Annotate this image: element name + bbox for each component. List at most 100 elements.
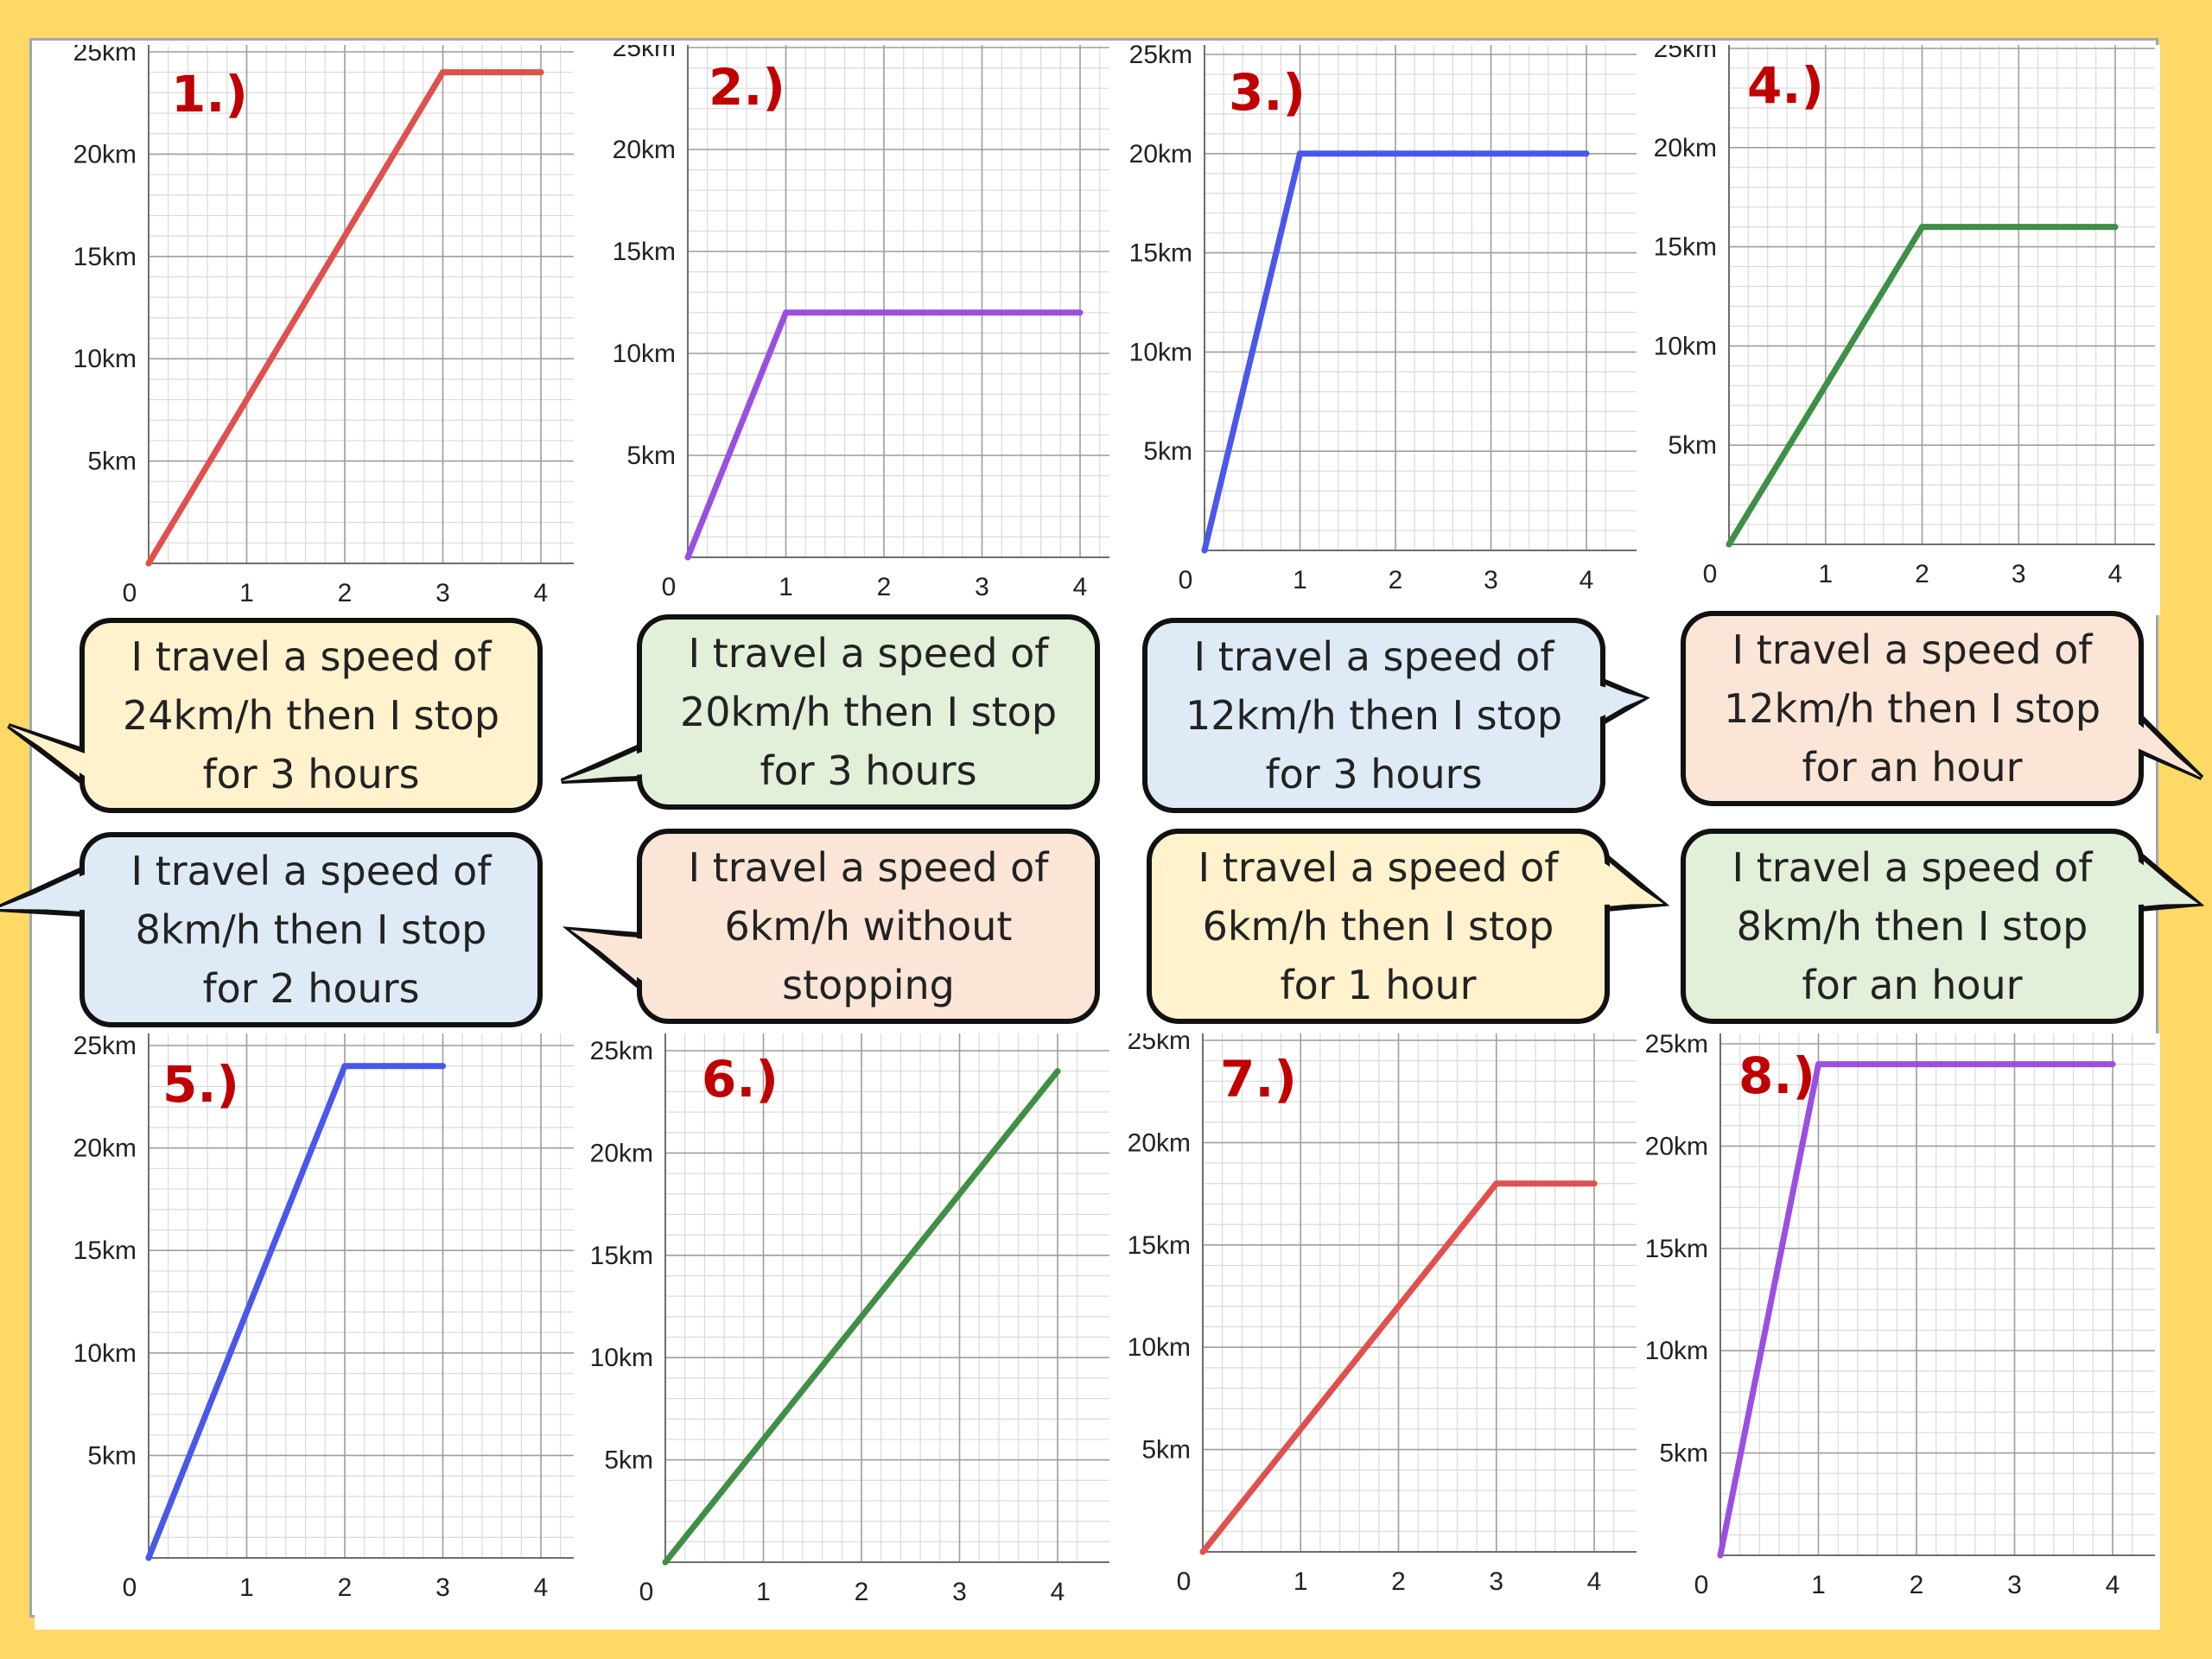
y-tick-label: 10km (1129, 338, 1192, 366)
data-point (1815, 1061, 1821, 1068)
y-tick-label: 10km (1128, 1333, 1191, 1362)
x-tick-label: 0 (123, 1573, 137, 1602)
y-tick-label: 10km (613, 340, 676, 368)
x-tick-label: 4 (534, 1573, 549, 1602)
x-tick-label: 0 (1177, 1567, 1192, 1596)
data-point (1199, 1548, 1206, 1555)
data-point (1201, 547, 1208, 554)
speech-bubble-text: I travel a speed of 8km/h then I stop fo… (1732, 844, 2093, 1008)
y-tick-label: 25km (73, 1033, 137, 1060)
y-tick-label: 20km (1129, 140, 1192, 168)
data-point (1493, 1180, 1500, 1187)
series-line (662, 1068, 1061, 1566)
data-point (1717, 1552, 1724, 1559)
y-tick-label: 25km (590, 1037, 653, 1065)
speech-bubble-text: I travel a speed of 12km/h then I stop f… (1723, 626, 2101, 791)
data-point (1726, 541, 1732, 548)
speech-bubble: I travel a speed of 24km/h then I stop f… (7, 618, 543, 813)
minor-grid (687, 45, 1109, 558)
data-point (1591, 1180, 1598, 1187)
data-point (1054, 1068, 1061, 1075)
chart-number-label: 8.) (1738, 1046, 1815, 1105)
y-tick-label: 10km (590, 1344, 653, 1372)
chart-1: 0 1 2 3 4 5km 10km 15km 20km 25km 1.) (35, 45, 579, 615)
data-point (537, 69, 544, 76)
x-tick-label: 1 (239, 579, 254, 607)
y-tick-label: 25km (613, 45, 676, 62)
data-point (341, 1063, 348, 1070)
speech-bubble-text: I travel a speed of 20km/h then I stop f… (679, 630, 1058, 794)
speech-bubble-shape (1681, 829, 2205, 1024)
x-tick-label: 1 (779, 573, 793, 601)
chart-6: 0 1 2 3 4 5km 10km 15km 20km 25km 6.) (579, 1033, 1115, 1630)
speech-bubble-text: I travel a speed of 24km/h then I stop f… (122, 633, 500, 798)
minor-grid (1719, 1033, 2155, 1556)
chart-5: 0 1 2 3 4 5km 10km 15km 20km 25km 5.) (35, 1033, 579, 1630)
chart-1-svg: 0 1 2 3 4 5km 10km 15km 20km 25km (73, 45, 574, 607)
y-tick-label: 20km (73, 140, 137, 168)
y-tick-label: 15km (73, 243, 137, 271)
y-tick-label: 10km (1645, 1337, 1708, 1365)
speech-bubble-shape (1142, 618, 1650, 813)
y-tick-label: 15km (73, 1236, 137, 1265)
x-tick-label: 2 (338, 1573, 353, 1602)
chart-2-svg: 0 1 2 3 4 5km 10km 15km 20km 25km (613, 45, 1109, 601)
speech-bubble-shape (0, 832, 543, 1027)
chart-8: 0 1 2 3 4 5km 10km 15km 20km 25km 8.) (1642, 1033, 2160, 1630)
chart-7-svg: 0 1 2 3 4 5km 10km 15km 20km 25km (1128, 1033, 1637, 1596)
speech-bubble-text: I travel a speed of 12km/h then I stop f… (1185, 633, 1563, 798)
speech-bubble-tail-fill (570, 930, 645, 982)
x-tick-label: 0 (1179, 566, 1193, 594)
data-point (662, 1559, 669, 1566)
speech-bubble-shape (1147, 829, 1670, 1024)
x-tick-label: 3 (2012, 560, 2026, 588)
y-tick-label: 5km (626, 442, 676, 470)
major-grid (1719, 1033, 2155, 1556)
data-point (440, 1063, 446, 1070)
y-tick-label: 10km (73, 1339, 137, 1368)
speech-bubble-body (1681, 829, 2144, 1024)
x-tick-label: 4 (1073, 573, 1088, 601)
speech-bubble-tail-fill (2136, 860, 2198, 905)
data-point (1583, 150, 1590, 157)
y-tick-label: 15km (1129, 239, 1192, 268)
x-tick-label: 2 (855, 1578, 869, 1606)
speech-bubble-shape (562, 829, 1100, 1024)
data-point (1919, 224, 1925, 231)
data-point (145, 560, 152, 567)
x-tick-label: 1 (1811, 1571, 1826, 1599)
x-tick-label: 0 (1703, 560, 1718, 588)
y-tick-label: 20km (1128, 1128, 1191, 1157)
y-tick-label: 5km (1659, 1440, 1708, 1468)
y-tick-label: 25km (73, 45, 137, 67)
y-tick-label: 20km (590, 1139, 653, 1167)
x-tick-label: 4 (2106, 1571, 2120, 1599)
x-tick-label: 4 (1051, 1578, 1065, 1606)
data-point (684, 554, 691, 561)
x-tick-label: 0 (662, 573, 677, 601)
data-point (783, 309, 789, 316)
y-tick-label: 15km (590, 1242, 653, 1270)
data-point (145, 1554, 152, 1561)
speech-bubble-body (79, 832, 543, 1027)
chart-5-svg: 0 1 2 3 4 5km 10km 15km 20km 25km (73, 1033, 574, 1602)
y-tick-label: 5km (1143, 437, 1192, 466)
x-tick-label: 2 (1389, 566, 1403, 594)
speech-bubble-text: I travel a speed of 6km/h then I stop fo… (1198, 844, 1559, 1008)
x-tick-label: 3 (952, 1578, 967, 1606)
speech-bubble-body (1142, 618, 1605, 813)
data-point (2109, 1061, 2116, 1068)
major-grid (1728, 45, 2155, 545)
y-tick-label: 20km (1645, 1132, 1708, 1160)
x-tick-label: 3 (2007, 1571, 2022, 1599)
x-tick-label: 0 (639, 1578, 654, 1606)
speech-bubble: I travel a speed of 12km/h then I stop f… (1681, 611, 2204, 806)
chart-6-svg: 0 1 2 3 4 5km 10km 15km 20km 25km (590, 1033, 1109, 1606)
data-point (1077, 309, 1084, 316)
y-tick-label: 25km (1654, 45, 1717, 63)
chart-number-label: 4.) (1747, 56, 1824, 115)
x-tick-label: 4 (1587, 1567, 1602, 1596)
y-tick-label: 5km (87, 448, 137, 476)
x-tick-label: 4 (1580, 566, 1594, 594)
y-tick-label: 5km (1141, 1436, 1191, 1465)
